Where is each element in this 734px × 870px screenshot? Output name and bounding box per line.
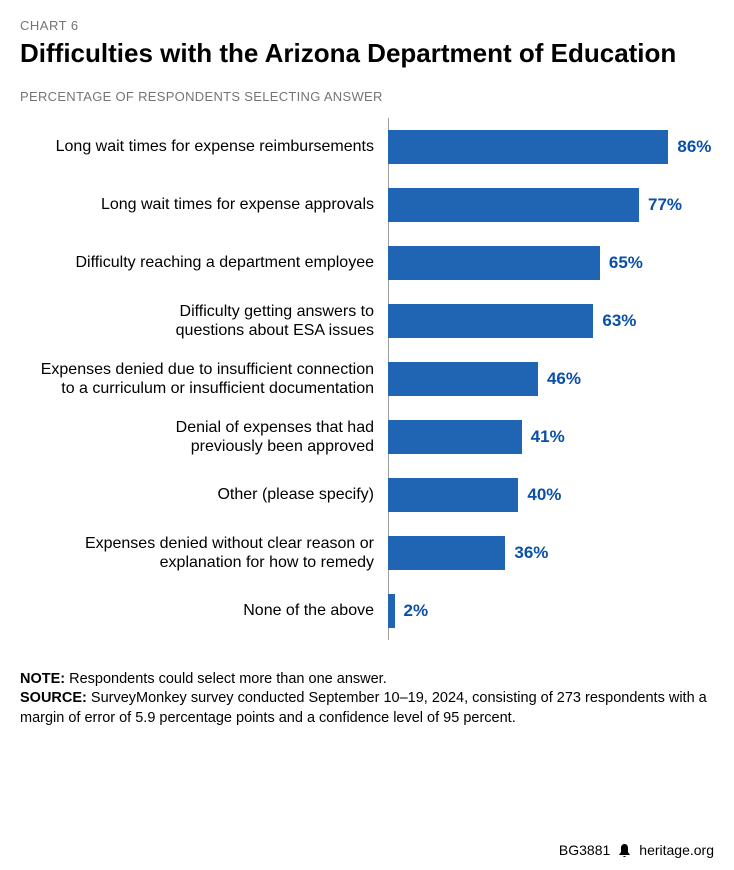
chart-row: Other (please specify) 40% bbox=[20, 466, 714, 524]
bar-value: 77% bbox=[648, 195, 682, 215]
bar-cell: 2% bbox=[388, 594, 714, 628]
bar-cell: 40% bbox=[388, 478, 714, 512]
bar-label: Other (please specify) bbox=[20, 485, 388, 504]
bell-icon bbox=[618, 843, 631, 858]
bar-label: Difficulty reaching a department employe… bbox=[20, 253, 388, 272]
bar bbox=[388, 536, 505, 570]
bar-label: Denial of expenses that hadpreviously be… bbox=[20, 418, 388, 456]
chart-row: Denial of expenses that hadpreviously be… bbox=[20, 408, 714, 466]
bar-label: Expenses denied due to insufficient conn… bbox=[20, 360, 388, 398]
bar-chart: Long wait times for expense reimbursemen… bbox=[20, 118, 714, 640]
chart-row: Difficulty getting answers toquestions a… bbox=[20, 292, 714, 350]
bar-value: 63% bbox=[602, 311, 636, 331]
chart-row: Expenses denied due to insufficient conn… bbox=[20, 350, 714, 408]
chart-row: Difficulty reaching a department employe… bbox=[20, 234, 714, 292]
bar bbox=[388, 478, 518, 512]
bar-cell: 63% bbox=[388, 304, 714, 338]
bar-label: Difficulty getting answers toquestions a… bbox=[20, 302, 388, 340]
chart-row: Expenses denied without clear reason ore… bbox=[20, 524, 714, 582]
chart-number: CHART 6 bbox=[20, 18, 714, 33]
chart-subtitle: PERCENTAGE OF RESPONDENTS SELECTING ANSW… bbox=[20, 89, 714, 104]
note-text: Respondents could select more than one a… bbox=[65, 671, 387, 687]
chart-title: Difficulties with the Arizona Department… bbox=[20, 39, 714, 69]
bar-value: 40% bbox=[527, 485, 561, 505]
bar bbox=[388, 362, 538, 396]
note-lead: NOTE: bbox=[20, 671, 65, 687]
source-lead: SOURCE: bbox=[20, 690, 87, 706]
bar-value: 41% bbox=[531, 427, 565, 447]
bar bbox=[388, 594, 395, 628]
chart-row: Long wait times for expense reimbursemen… bbox=[20, 118, 714, 176]
footer-id: BG3881 bbox=[559, 842, 610, 858]
bar bbox=[388, 130, 668, 164]
bar-value: 65% bbox=[609, 253, 643, 273]
chart-row: Long wait times for expense approvals 77% bbox=[20, 176, 714, 234]
bar-value: 36% bbox=[514, 543, 548, 563]
bar-label: Long wait times for expense approvals bbox=[20, 195, 388, 214]
bar-cell: 36% bbox=[388, 536, 714, 570]
bar-cell: 86% bbox=[388, 130, 714, 164]
bar-label: Long wait times for expense reimbursemen… bbox=[20, 137, 388, 156]
bar-label: Expenses denied without clear reason ore… bbox=[20, 534, 388, 572]
bar-cell: 65% bbox=[388, 246, 714, 280]
bar-label: None of the above bbox=[20, 601, 388, 620]
bar-cell: 41% bbox=[388, 420, 714, 454]
bar bbox=[388, 304, 593, 338]
bar bbox=[388, 420, 522, 454]
bar-value: 46% bbox=[547, 369, 581, 389]
footer-site: heritage.org bbox=[639, 842, 714, 858]
source-text: SurveyMonkey survey conducted September … bbox=[20, 690, 707, 726]
chart-notes: NOTE: Respondents could select more than… bbox=[20, 670, 714, 729]
bar-value: 2% bbox=[404, 601, 429, 621]
footer: BG3881 heritage.org bbox=[559, 842, 714, 858]
chart-row: None of the above 2% bbox=[20, 582, 714, 640]
bar-cell: 46% bbox=[388, 362, 714, 396]
bar-value: 86% bbox=[677, 137, 711, 157]
bar bbox=[388, 246, 600, 280]
bar bbox=[388, 188, 639, 222]
bar-cell: 77% bbox=[388, 188, 714, 222]
